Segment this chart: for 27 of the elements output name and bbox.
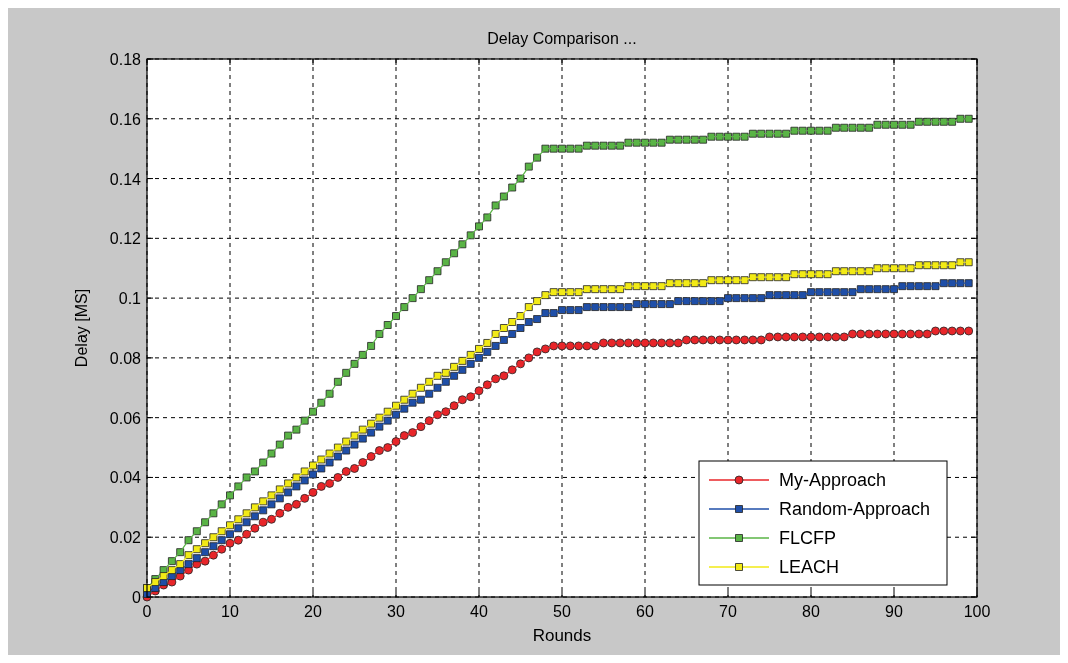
x-tick-label: 30 [387, 603, 405, 620]
x-tick-label: 40 [470, 603, 488, 620]
x-tick-label: 100 [963, 603, 991, 620]
y-tick-label: 0.14 [109, 170, 142, 188]
y-tick-label: 0.04 [109, 469, 142, 487]
x-tick-label: 50 [553, 603, 571, 620]
x-tick-label: 90 [885, 603, 903, 620]
y-tick-label: 0.06 [109, 409, 142, 427]
y-tick-label: 0.08 [109, 349, 142, 367]
x-tick-label: 10 [221, 603, 239, 620]
x-axis-title: Rounds [532, 626, 592, 645]
legend-label: FLCFP [779, 528, 837, 548]
x-tick-label: 80 [802, 603, 820, 620]
y-tick-label: 0.18 [109, 51, 142, 68]
x-tick-label: 60 [636, 603, 654, 620]
legend-label: Random-Approach [779, 499, 931, 519]
chart-title: Delay Comparison ... [487, 30, 637, 47]
y-tick-label: 0 [132, 589, 142, 606]
y-tick-label: 0.1 [118, 290, 142, 308]
y-tick-label: 0.02 [109, 529, 142, 547]
y-tick-label: 0.16 [109, 110, 142, 128]
x-tick-label: 20 [304, 603, 322, 620]
y-tick-label: 0.12 [109, 230, 142, 248]
legend-label: LEACH [779, 557, 840, 577]
y-axis-title: Delay [MS] [73, 288, 90, 368]
legend-label: My-Approach [779, 470, 887, 490]
x-tick-label: 70 [719, 603, 737, 620]
